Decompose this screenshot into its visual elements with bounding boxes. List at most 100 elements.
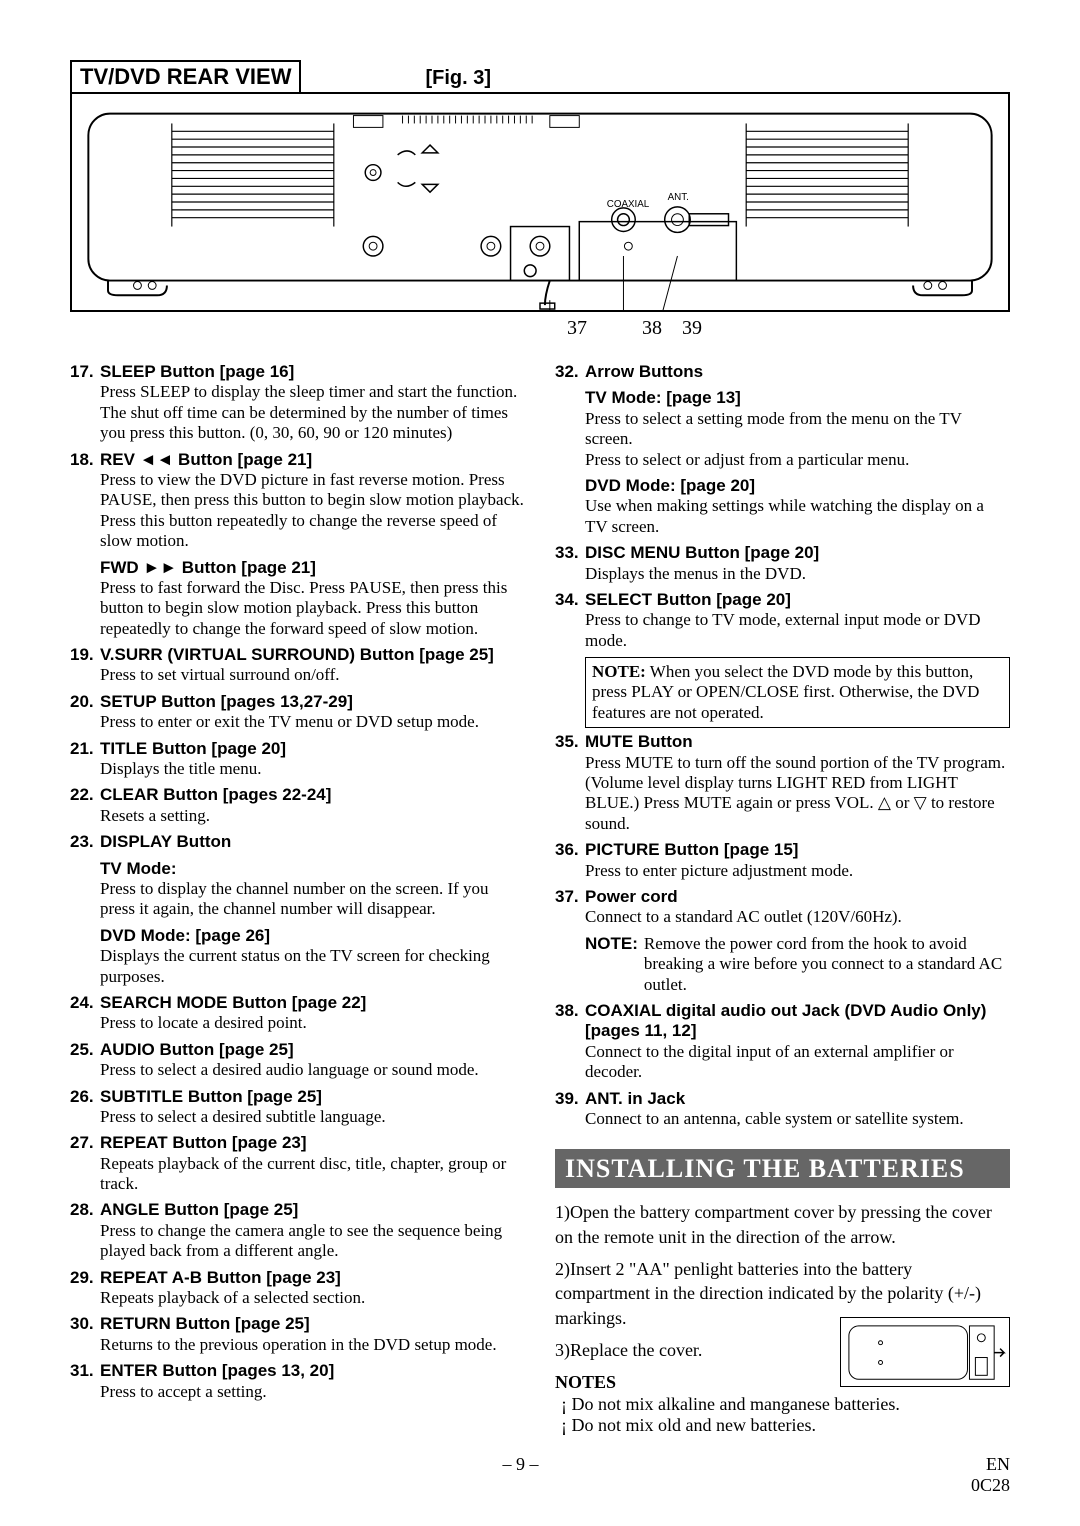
- item-number: 37.: [555, 887, 585, 928]
- callout-39: 39: [682, 317, 702, 340]
- item-title: SEARCH MODE Button [page 22]: [100, 993, 366, 1012]
- installing-batteries-banner: INSTALLING THE BATTERIES: [555, 1149, 1010, 1188]
- item-number: 28.: [70, 1200, 100, 1261]
- manual-item: 25.AUDIO Button [page 25]Press to select…: [70, 1040, 525, 1081]
- footer-lang: EN: [986, 1454, 1010, 1474]
- manual-item: DVD Mode: [page 20]Use when making setti…: [585, 476, 1010, 537]
- manual-item: 19.V.SURR (VIRTUAL SURROUND) Button [pag…: [70, 645, 525, 686]
- item-title: MUTE Button: [585, 732, 693, 751]
- item-desc: Press to change to TV mode, external inp…: [585, 610, 981, 649]
- figure-label: [Fig. 3]: [425, 67, 491, 90]
- manual-item: DVD Mode: [page 26]Displays the current …: [100, 926, 525, 987]
- manual-item: TV Mode:Press to display the channel num…: [100, 859, 525, 920]
- item-number: 33.: [555, 543, 585, 584]
- manual-item: 36.PICTURE Button [page 15]Press to ente…: [555, 840, 1010, 881]
- item-desc: Connect to the digital input of an exter…: [585, 1042, 954, 1081]
- svg-text:ANT.: ANT.: [668, 192, 689, 203]
- callout-37: 37: [567, 317, 587, 340]
- manual-item: 17.SLEEP Button [page 16]Press SLEEP to …: [70, 362, 525, 444]
- item-title: DISC MENU Button [page 20]: [585, 543, 819, 562]
- item-desc: Resets a setting.: [100, 806, 210, 825]
- manual-item: 22.CLEAR Button [pages 22-24] Resets a se…: [70, 785, 525, 826]
- item-desc: Returns to the previous operation in the…: [100, 1335, 497, 1354]
- manual-item: 26.SUBTITLE Button [page 25]Press to sel…: [70, 1087, 525, 1128]
- item-title: Power cord: [585, 887, 678, 906]
- manual-item: 20.SETUP Button [pages 13,27-29]Press to…: [70, 692, 525, 733]
- item-title: ANGLE Button [page 25]: [100, 1200, 298, 1219]
- figure-section: TV/DVD REAR VIEW [Fig. 3]: [70, 60, 1010, 312]
- manual-item: 28.ANGLE Button [page 25] Press to change…: [70, 1200, 525, 1261]
- item-title: ENTER Button [pages 13, 20]: [100, 1361, 334, 1380]
- item-number: 17.: [70, 362, 100, 444]
- note-bullet: ¡ Do not mix old and new batteries.: [561, 1415, 1010, 1437]
- item-desc: Press to set virtual surround on/off.: [100, 665, 340, 684]
- item-title: DISPLAY Button: [100, 832, 231, 851]
- item-title: REV ◄◄ Button [page 21]: [100, 450, 312, 469]
- item-title: ANT. in Jack: [585, 1089, 685, 1108]
- item-title: SLEEP Button [page 16]: [100, 362, 294, 381]
- item-title: DVD Mode: [page 20]: [585, 476, 755, 495]
- item-title: SELECT Button [page 20]: [585, 590, 791, 609]
- item-desc: Press to fast forward the Disc. Press PA…: [100, 578, 507, 638]
- item-title: AUDIO Button [page 25]: [100, 1040, 294, 1059]
- page-footer: – 9 – EN 0C28: [70, 1454, 1010, 1496]
- item-number: 19.: [70, 645, 100, 686]
- manual-item: 39.ANT. in JackConnect to an antenna, ca…: [555, 1089, 1010, 1130]
- manual-item: 21.TITLE Button [page 20]Displays the ti…: [70, 739, 525, 780]
- battery-compartment-diagram: [840, 1317, 1010, 1387]
- manual-item: 30.RETURN Button [page 25]Returns to the…: [70, 1314, 525, 1355]
- note-37: NOTE:Remove the power cord from the hook…: [585, 934, 1010, 995]
- item-number: 31.: [70, 1361, 100, 1402]
- item-desc: Displays the current status on the TV sc…: [100, 946, 490, 985]
- left-column: 17.SLEEP Button [page 16]Press SLEEP to …: [70, 362, 525, 1437]
- item-desc: Press to change the camera angle to see …: [100, 1221, 502, 1260]
- note-bullet: ¡ Do not mix alkaline and manganese batt…: [561, 1394, 1010, 1416]
- item-desc: Press to select a setting mode from the …: [585, 409, 962, 469]
- figure-title: TV/DVD REAR VIEW: [70, 60, 301, 94]
- item-desc: Repeats playback of the current disc, ti…: [100, 1154, 506, 1193]
- item-desc: Press to display the channel number on t…: [100, 879, 489, 918]
- item-number: 23.: [70, 832, 100, 852]
- manual-item: TV Mode: [page 13]Press to select a sett…: [585, 388, 1010, 470]
- rear-view-diagram: COAXIAL ANT. 37 38 39: [70, 92, 1010, 312]
- battery-step: 1)Open the battery compartment cover by …: [555, 1200, 1010, 1249]
- item-desc: Press to enter picture adjustment mode.: [585, 861, 853, 880]
- item-desc: Press to select a desired subtitle langu…: [100, 1107, 386, 1126]
- item-title: TITLE Button [page 20]: [100, 739, 286, 758]
- item-number: 25.: [70, 1040, 100, 1081]
- item-desc: Press to enter or exit the TV menu or DV…: [100, 712, 479, 731]
- manual-item: 35.MUTE Button Press MUTE to turn off the…: [555, 732, 1010, 834]
- item-number: 27.: [70, 1133, 100, 1194]
- item-number: 24.: [70, 993, 100, 1034]
- item-desc: Connect to a standard AC outlet (120V/60…: [585, 907, 902, 926]
- manual-item: 18.REV ◄◄ Button [page 21]Press to view …: [70, 450, 525, 552]
- item-desc: Repeats playback of a selected section.: [100, 1288, 365, 1307]
- item-number: 30.: [70, 1314, 100, 1355]
- item-number: 39.: [555, 1089, 585, 1130]
- item-number: 21.: [70, 739, 100, 780]
- item-desc: Displays the title menu.: [100, 759, 261, 778]
- item-title: V.SURR (VIRTUAL SURROUND) Button [page 2…: [100, 645, 494, 664]
- item-desc: Press SLEEP to display the sleep timer a…: [100, 382, 517, 442]
- item-title: CLEAR Button [pages 22-24]: [100, 785, 331, 804]
- item-number: 29.: [70, 1268, 100, 1309]
- item-title: FWD ►► Button [page 21]: [100, 558, 316, 577]
- item-number: 38.: [555, 1001, 585, 1083]
- item-title: Arrow Buttons: [585, 362, 703, 381]
- item-desc: Press MUTE to turn off the sound portion…: [585, 753, 1005, 833]
- item-number: 34.: [555, 590, 585, 651]
- manual-item: 34.SELECT Button [page 20]Press to chang…: [555, 590, 1010, 651]
- item-number: 26.: [70, 1087, 100, 1128]
- callout-38: 38: [642, 317, 662, 340]
- item-desc: Displays the menus in the DVD.: [585, 564, 806, 583]
- item-number: 22.: [70, 785, 100, 826]
- manual-item: 38.COAXIAL digital audio out Jack (DVD A…: [555, 1001, 1010, 1083]
- item-desc: Connect to an antenna, cable system or s…: [585, 1109, 964, 1128]
- footer-code: 0C28: [971, 1475, 1010, 1495]
- item-title: DVD Mode: [page 26]: [100, 926, 270, 945]
- manual-item: 32.Arrow Buttons: [555, 362, 1010, 382]
- item-number: 32.: [555, 362, 585, 382]
- manual-item: FWD ►► Button [page 21]Press to fast for…: [100, 558, 525, 640]
- item-desc: Press to accept a setting.: [100, 1382, 267, 1401]
- item-number: 35.: [555, 732, 585, 834]
